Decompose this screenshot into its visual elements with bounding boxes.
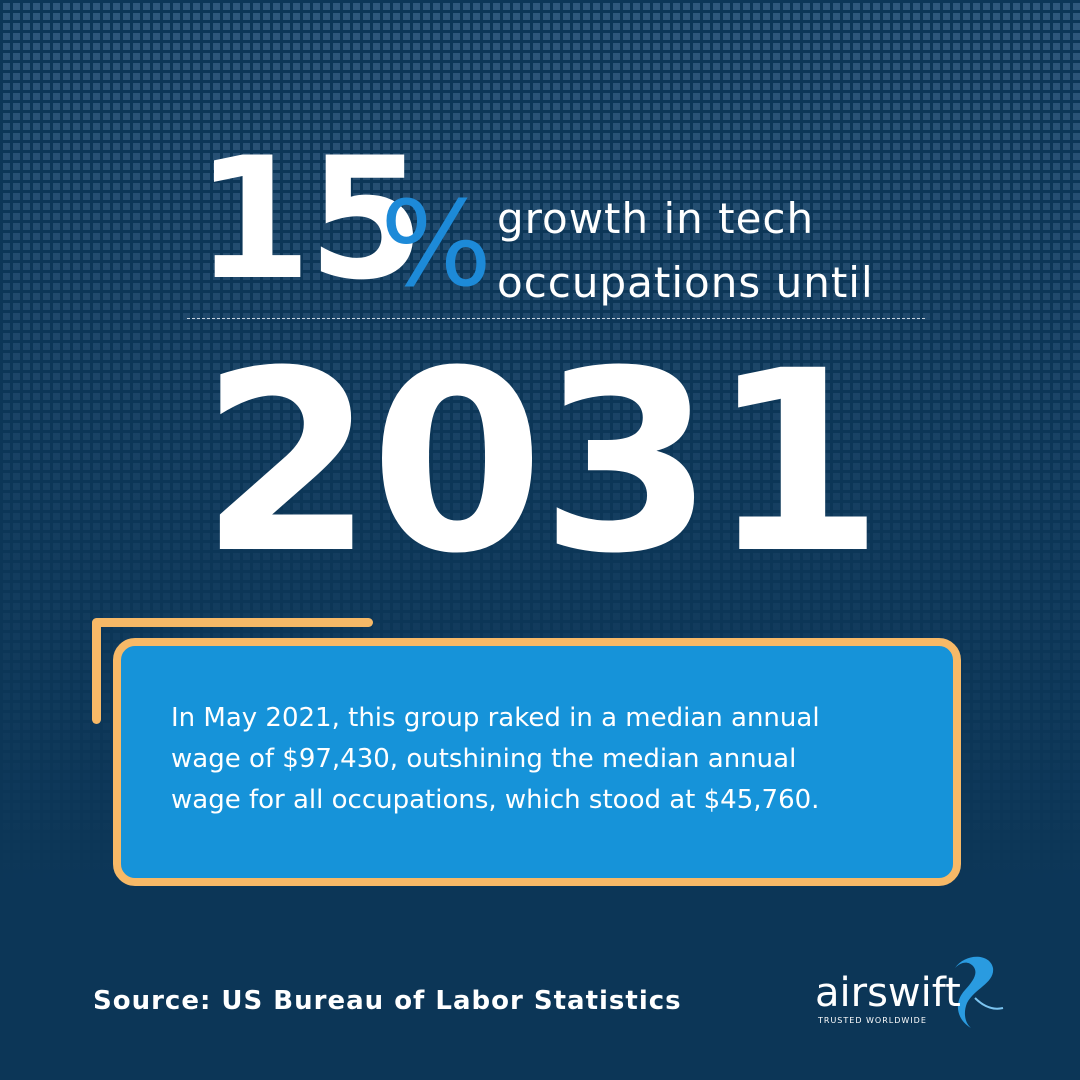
bracket bbox=[92, 618, 101, 724]
stat-number: 15 bbox=[195, 121, 425, 317]
stat-unit: % bbox=[380, 175, 493, 313]
callout-text: wage of $97,430, outshining the median a… bbox=[171, 744, 797, 774]
callout-box bbox=[113, 638, 961, 886]
callout-text: In May 2021, this group raked in a media… bbox=[171, 703, 820, 733]
stat-text: occupations until bbox=[497, 258, 874, 307]
callout-text: wage for all occupations, which stood at… bbox=[171, 785, 820, 815]
year: 2031 bbox=[200, 317, 884, 608]
bracket bbox=[93, 618, 373, 627]
stat-text: growth in tech bbox=[497, 194, 815, 243]
logo-mark bbox=[955, 956, 1004, 1028]
logo-name: airswift bbox=[815, 970, 961, 1016]
logo-tagline: TRUSTED WORLDWIDE bbox=[818, 1016, 927, 1025]
source: Source: US Bureau of Labor Statistics bbox=[93, 986, 682, 1016]
divider bbox=[187, 318, 925, 319]
